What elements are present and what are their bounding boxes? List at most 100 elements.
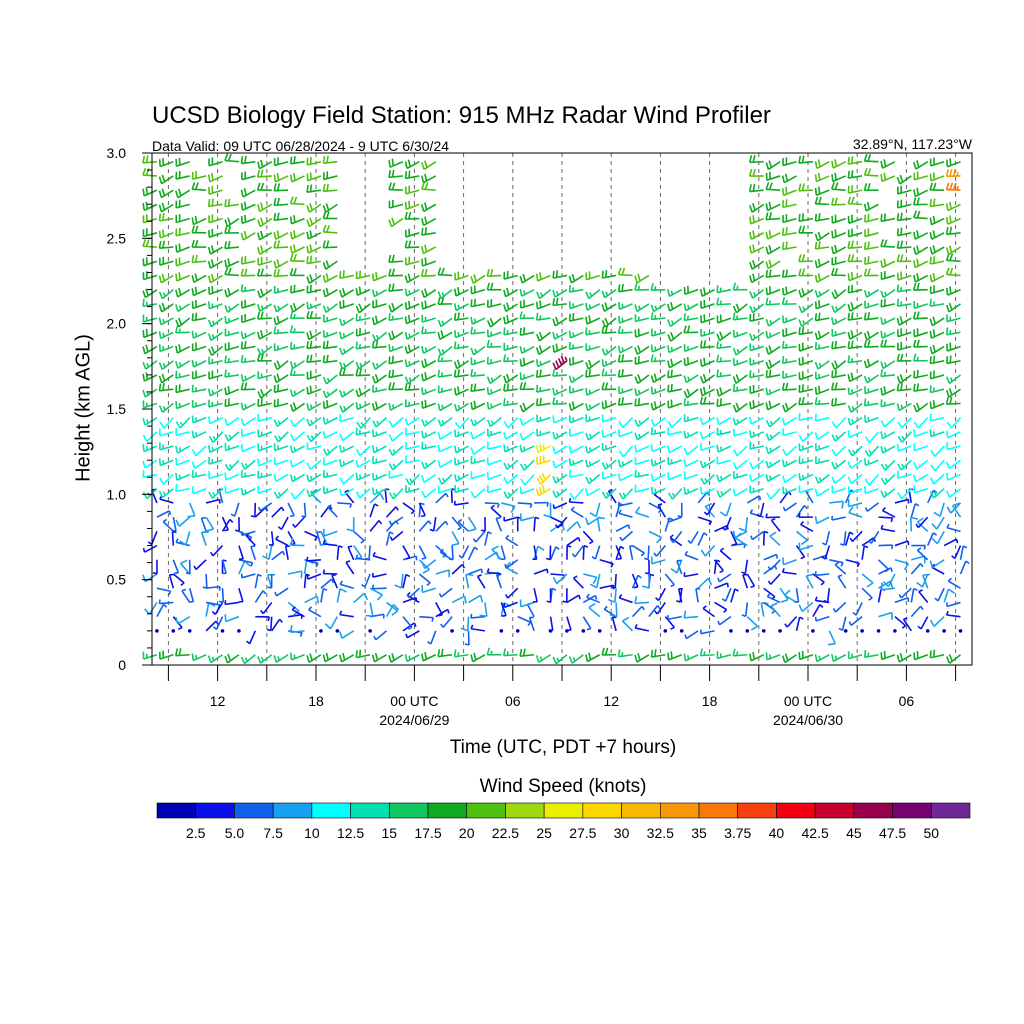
barb-shaft [716,303,731,306]
barb-half-flag [752,431,755,437]
barb-shaft [356,288,371,296]
barb-shaft [767,459,781,469]
barb-flag [913,421,920,429]
barb-shaft [730,588,736,603]
barb-shaft [915,246,929,256]
barb-shaft [323,317,338,323]
barb-shaft [619,473,633,482]
barb-flag [634,304,638,312]
barb-half-flag [801,474,805,480]
barb-flag [437,477,443,485]
barb-flag [896,254,900,262]
barb-half-flag [638,433,642,439]
barb-half-flag [375,334,380,340]
barb-shaft [341,630,355,639]
barb-flag [719,511,727,517]
barb-flag [568,469,572,478]
barb-shaft [520,653,535,657]
barb-half-flag [360,540,365,544]
barb-flag [453,288,457,296]
barb-flag [437,649,441,657]
barb-half-flag [835,306,839,311]
barb-flag [916,210,921,219]
barb-flag [519,311,523,319]
barb-shaft [224,159,239,163]
barb-flag [716,490,721,498]
barb-flag [372,420,377,428]
barb-shaft [733,473,748,480]
barb-shaft [759,502,765,517]
barb-shaft [175,388,190,394]
barb-flag [142,298,145,307]
barb-shaft [685,431,699,439]
barb-shaft [388,260,403,263]
barb-flag [539,397,542,406]
barb-half-flag [301,515,306,518]
barb-flag [309,255,313,264]
barb-flag [322,457,325,466]
barb-half-flag [177,626,183,631]
barb-flag [339,270,342,279]
barb-shaft [495,518,503,532]
barb-shaft [864,653,879,659]
barb-shaft [336,545,340,560]
barb-half-flag [275,535,280,540]
barb-shaft [736,445,748,457]
barb-shaft [144,459,158,469]
barb-shaft [160,232,174,239]
barb-flag [814,488,819,497]
barb-flag [424,268,428,277]
barb-flag [552,298,556,306]
barb-shaft [901,488,912,500]
barb-flag [604,400,608,408]
barb-shaft [160,331,174,340]
barb-half-flag [588,540,594,545]
barb-shaft [421,274,436,278]
barb-flag [913,383,916,392]
barb-shaft [716,374,732,378]
barb-flag [162,157,165,166]
barb-shaft [538,654,551,663]
barb-shaft [418,502,426,516]
barb-shaft [259,232,273,241]
barb-shaft [669,303,683,312]
barb-half-flag [734,588,739,592]
barb-shaft [744,602,749,617]
barb-flag [470,347,475,356]
barb-half-flag [868,450,873,455]
barb-flag [557,358,563,366]
barb-shaft [254,574,259,589]
barb-shaft [402,622,415,632]
barb-half-flag [586,627,592,631]
barb-shaft [308,331,322,341]
barb-shaft [947,345,961,352]
barb-flag [785,286,788,294]
barb-flag [601,430,605,438]
barb-flag [342,270,345,278]
barb-half-flag [638,420,642,425]
barb-flag [178,287,182,296]
barb-shaft [933,616,945,627]
barb-shaft [632,544,645,554]
barb-shaft [455,473,469,483]
barb-shaft [385,506,397,518]
barb-flag [552,362,557,370]
barb-shaft [454,345,469,350]
barb-half-flag [687,539,692,544]
barb-half-flag [670,538,674,543]
barb-flag [847,430,851,438]
barb-flag [424,257,427,265]
barb-flag [765,182,770,190]
barb-shaft [653,374,666,384]
barb-shaft [342,473,355,485]
barb-flag [866,582,874,588]
barb-half-flag [822,542,827,546]
barb-half-flag [181,588,187,592]
barb-flag [161,202,166,211]
barb-shaft [716,359,731,363]
barb-shaft [768,360,781,370]
barb-flag [607,598,616,603]
barb-shaft [225,345,240,352]
barb-shaft [948,654,962,664]
barb-flag [716,474,720,482]
